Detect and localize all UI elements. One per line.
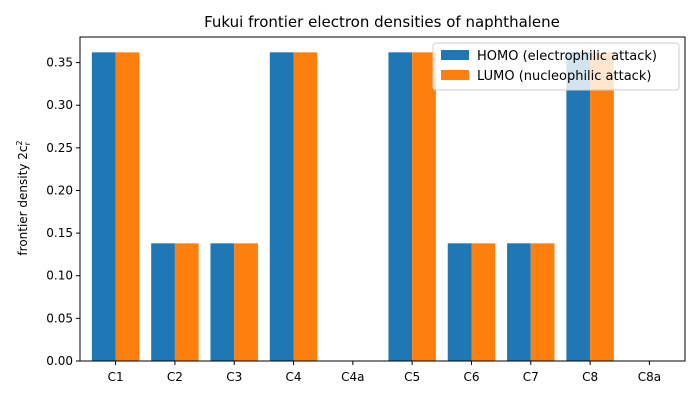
bar-lumo-c6 <box>471 243 496 361</box>
legend-swatch-homo <box>441 50 469 60</box>
bar-homo-c8 <box>566 52 591 361</box>
legend-label-homo: HOMO (electrophilic attack) <box>477 49 657 64</box>
y-axis-label-subscript: r <box>23 141 32 145</box>
y-axis-label-superscript: 2 <box>15 140 24 145</box>
y-tick-label: 0.25 <box>46 141 73 155</box>
y-tick-label: 0.05 <box>46 311 73 325</box>
bar-homo-c1 <box>91 52 116 361</box>
x-tick-label-c2: C2 <box>167 370 183 384</box>
legend: HOMO (electrophilic attack) LUMO (nucleop… <box>432 42 680 91</box>
y-tick-label: 0.20 <box>46 183 73 197</box>
bar-lumo-c1 <box>115 52 140 361</box>
bar-lumo-c5 <box>412 52 436 361</box>
bar-homo-c4 <box>269 52 294 361</box>
x-tick-label-c1: C1 <box>108 370 124 384</box>
bar-homo-c5 <box>388 52 413 361</box>
bar-lumo-c7 <box>530 243 555 361</box>
x-tick-label-c6: C6 <box>463 370 479 384</box>
x-tick-label-c4a: C4a <box>341 370 364 384</box>
bar-homo-c3 <box>210 243 235 361</box>
bar-homo-c2 <box>151 243 175 361</box>
x-tick-label-c3: C3 <box>226 370 242 384</box>
y-axis: 0.00 0.05 0.10 0.15 0.20 0.25 0.30 0.35 <box>46 56 80 368</box>
x-tick-label-c8: C8 <box>582 370 598 384</box>
bar-lumo-c4 <box>293 52 318 361</box>
y-tick-label: 0.15 <box>46 226 73 240</box>
bar-lumo-c8 <box>590 52 614 361</box>
legend-label-lumo: LUMO (nucleophilic attack) <box>477 69 651 84</box>
bar-lumo-c3 <box>234 243 258 361</box>
x-tick-label-c5: C5 <box>404 370 420 384</box>
legend-swatch-lumo <box>441 70 469 80</box>
y-tick-label: 0.35 <box>46 56 73 70</box>
y-axis-label-main: frontier density 2c <box>16 146 30 256</box>
legend-box <box>432 42 680 91</box>
y-tick-label: 0.00 <box>46 354 73 368</box>
x-axis: C1 C2 C3 C4 C4a C5 C6 C7 C8 C8a <box>108 361 661 384</box>
y-tick-label: 0.30 <box>46 98 73 112</box>
y-tick-label: 0.10 <box>46 269 73 283</box>
x-tick-label-c7: C7 <box>523 370 539 384</box>
plot-frame <box>79 36 686 362</box>
bar-lumo-c2 <box>174 243 199 361</box>
bar-homo-c7 <box>507 243 531 361</box>
bar-homo-c6 <box>447 243 472 361</box>
x-tick-label-c4: C4 <box>286 370 302 384</box>
chart-title: Fukui frontier electron densities of nap… <box>204 13 560 31</box>
y-axis-label: frontier density 2c2r <box>15 140 32 255</box>
x-tick-label-c8a: C8a <box>638 370 661 384</box>
bars-layer <box>91 52 614 361</box>
